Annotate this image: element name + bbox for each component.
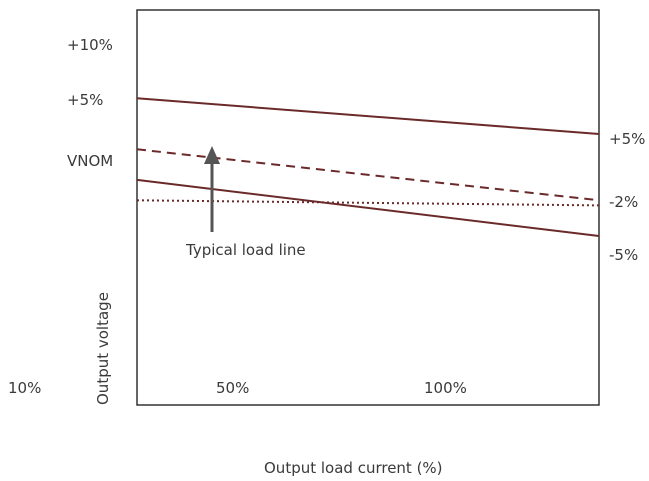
- x-tick-label-100: 100%: [424, 379, 467, 397]
- y-right-label-minus5: -5%: [609, 246, 638, 264]
- series-layer: [136, 97, 600, 237]
- y-left-label-plus10: +10%: [67, 36, 113, 54]
- y-left-label-plus5: +5%: [67, 91, 103, 109]
- annotation-label: Typical load line: [185, 241, 306, 259]
- x-tick-label-10: 10%: [8, 379, 41, 397]
- series-line-solid-3: [136, 178, 600, 237]
- series-line-dotted-4: [136, 199, 600, 207]
- x-axis-title: Output load current (%): [264, 459, 443, 477]
- y-right-label-minus2: -2%: [609, 193, 638, 211]
- y-right-label-plus5: +5%: [609, 130, 645, 148]
- plot-frame: [136, 9, 600, 406]
- series-line-dashed-2: [136, 148, 600, 202]
- x-tick-label-50: 50%: [216, 379, 249, 397]
- annotation-arrow-head: [204, 146, 220, 164]
- y-axis-title: Output voltage: [94, 292, 112, 405]
- series-line-solid-1: [136, 97, 600, 135]
- y-left-label-vnom: VNOM: [67, 152, 113, 170]
